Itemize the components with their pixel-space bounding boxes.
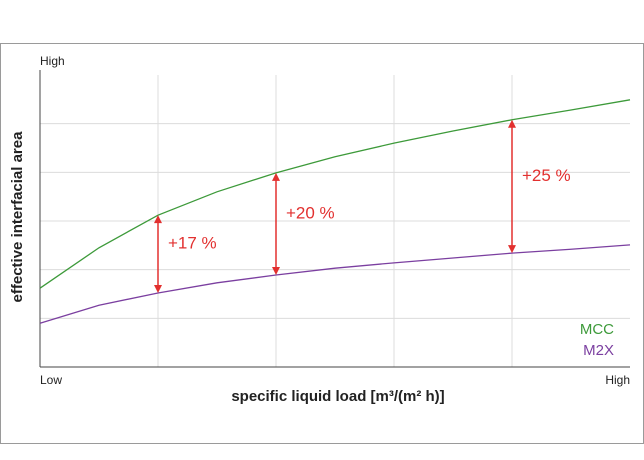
legend-label: MCC: [580, 321, 614, 338]
y-tick-label: High: [40, 54, 65, 68]
arrow-head: [508, 245, 516, 254]
legend-label: M2X: [583, 342, 614, 359]
line: [39, 244, 631, 324]
x-tick-label: Low: [40, 373, 62, 387]
y-axis-label: effective interfacial area: [9, 131, 26, 303]
annotation-label: +25 %: [522, 166, 571, 185]
arrow-head: [272, 267, 280, 276]
x-tick-label: High: [605, 373, 630, 387]
frame: [0, 43, 644, 444]
arrow-head: [272, 172, 280, 181]
x-axis-label: specific liquid load [m³/(m² h)]: [231, 388, 444, 405]
line: [39, 99, 631, 289]
arrow-head: [154, 215, 162, 224]
arrow-head: [508, 119, 516, 128]
annotation-label: +20 %: [286, 203, 335, 222]
arrow-head: [154, 285, 162, 294]
annotation-label: +17 %: [168, 234, 217, 253]
